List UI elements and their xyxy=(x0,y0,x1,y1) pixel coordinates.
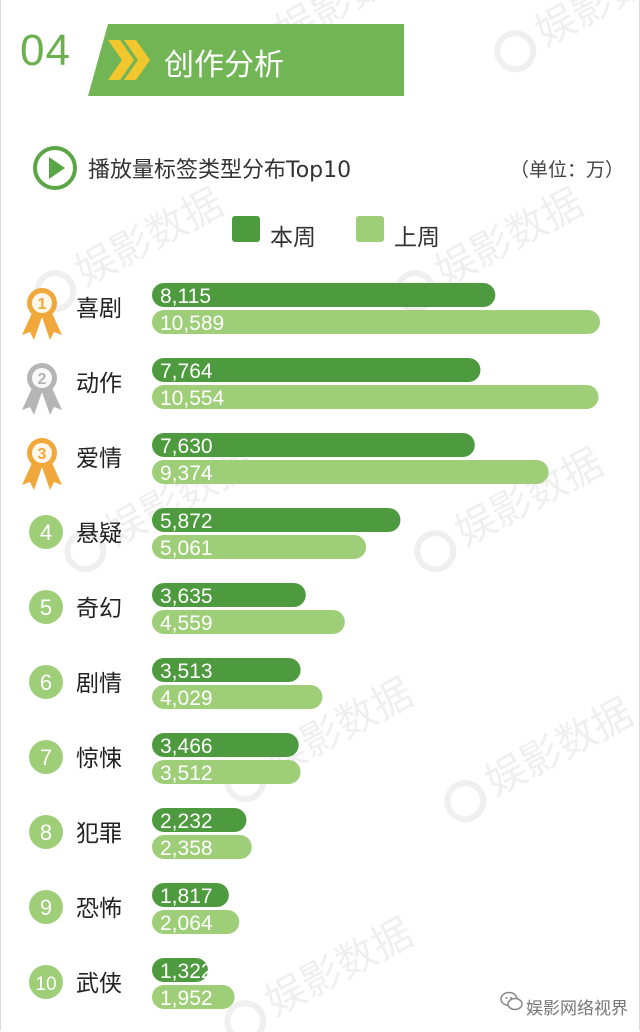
bar-previous xyxy=(152,460,549,484)
value-label-current: 3,513 xyxy=(160,660,213,683)
bar-group-9: 9 恐怖 1,817 2,064 xyxy=(29,883,240,935)
rank-number: 2 xyxy=(38,371,47,388)
rank-number: 9 xyxy=(40,895,52,920)
bar-current xyxy=(152,508,401,532)
bar-group-10: 10 武侠 1,322 1,952 xyxy=(29,958,235,1010)
rank-circle xyxy=(29,515,63,549)
category-label: 爱情 xyxy=(76,446,122,472)
bar-current xyxy=(152,883,229,907)
bar-previous xyxy=(152,610,345,634)
rank-medal-icon: 3 xyxy=(22,438,62,490)
bar-current xyxy=(152,583,306,607)
unit-label: （单位：万） xyxy=(510,159,625,181)
legend-swatch-current xyxy=(232,216,260,242)
bar-current xyxy=(152,808,247,832)
bar-previous xyxy=(152,385,599,409)
category-label: 恐怖 xyxy=(76,896,122,922)
bar-group-3: 3 爱情 7,630 9,374 xyxy=(22,433,549,490)
value-label-current: 5,872 xyxy=(160,510,213,533)
rank-number: 8 xyxy=(40,820,52,845)
bar-previous xyxy=(152,535,367,559)
category-label: 武侠 xyxy=(76,971,122,997)
value-label-current: 7,630 xyxy=(160,435,213,458)
rank-number: 5 xyxy=(40,595,52,620)
bar-previous xyxy=(152,910,240,934)
value-label-current: 8,115 xyxy=(160,285,211,308)
value-label-current: 3,466 xyxy=(160,735,213,758)
rank-circle xyxy=(29,665,63,699)
footer-account: 娱影网络视界 xyxy=(526,999,628,1019)
value-label-previous: 5,061 xyxy=(160,537,213,560)
bar-current xyxy=(152,433,475,457)
category-label: 惊悚 xyxy=(76,746,122,772)
double-chevron-icon xyxy=(108,40,150,80)
rank-circle xyxy=(29,890,63,924)
rank-number: 10 xyxy=(35,974,56,995)
bar-previous xyxy=(152,310,600,334)
rank-number: 4 xyxy=(40,520,52,545)
value-label-previous: 3,512 xyxy=(160,762,213,785)
value-label-previous: 4,029 xyxy=(160,687,213,710)
legend-label-previous: 上周 xyxy=(394,225,440,251)
bar-group-5: 5 奇幻 3,635 4,559 xyxy=(29,583,345,635)
value-label-current: 7,764 xyxy=(160,360,213,383)
bar-group-6: 6 剧情 3,513 4,029 xyxy=(29,658,323,710)
category-label: 动作 xyxy=(76,371,122,397)
value-label-previous: 1,952 xyxy=(160,987,213,1010)
value-label-previous: 2,358 xyxy=(160,837,213,860)
category-label: 剧情 xyxy=(76,671,122,697)
legend-swatch-previous xyxy=(356,216,384,242)
category-label: 悬疑 xyxy=(76,521,122,547)
rank-medal-icon: 2 xyxy=(22,363,62,415)
section-header-notch xyxy=(88,24,108,96)
rank-medal-icon: 1 xyxy=(22,288,62,340)
value-label-previous: 9,374 xyxy=(160,462,213,485)
bar-previous xyxy=(152,835,252,859)
value-label-current: 1,817 xyxy=(160,885,213,908)
bar-current xyxy=(152,733,299,757)
rank-circle xyxy=(29,815,63,849)
rank-number: 1 xyxy=(38,296,47,313)
value-label-previous: 10,589 xyxy=(160,312,224,335)
chart-title: 播放量标签类型分布Top10 xyxy=(88,158,352,183)
rank-circle xyxy=(29,965,63,999)
value-label-previous: 2,064 xyxy=(160,912,213,935)
play-icon xyxy=(33,146,77,190)
value-label-current: 2,232 xyxy=(160,810,213,833)
rank-number: 6 xyxy=(40,670,52,695)
bar-current xyxy=(152,658,301,682)
section-title: 创作分析 xyxy=(164,48,284,83)
bar-group-1: 1 喜剧 8,115 10,589 xyxy=(22,283,600,340)
legend-label-current: 本周 xyxy=(270,225,316,251)
category-label: 犯罪 xyxy=(76,821,122,847)
value-label-previous: 10,554 xyxy=(160,387,225,410)
bar-previous xyxy=(152,985,235,1009)
bar-previous xyxy=(152,760,301,784)
bar-current xyxy=(152,958,208,982)
value-label-current: 3,635 xyxy=(160,585,213,608)
section-number: 04 xyxy=(20,26,71,75)
bar-previous xyxy=(152,685,323,709)
bar-current xyxy=(152,358,481,382)
rank-number: 3 xyxy=(38,446,47,463)
value-label-previous: 4,559 xyxy=(160,612,213,635)
bar-group-8: 8 犯罪 2,232 2,358 xyxy=(29,808,252,860)
bar-group-7: 7 惊悚 3,466 3,512 xyxy=(29,733,301,785)
rank-circle xyxy=(29,740,63,774)
wechat-icon xyxy=(500,991,523,1011)
rank-circle xyxy=(29,590,63,624)
bar-group-4: 4 悬疑 5,872 5,061 xyxy=(29,508,401,560)
bar-group-2: 2 动作 7,764 10,554 xyxy=(22,358,599,415)
value-label-current: 1,322 xyxy=(160,960,213,983)
rank-number: 7 xyxy=(40,745,52,770)
bar-current xyxy=(152,283,496,307)
category-label: 喜剧 xyxy=(76,296,122,322)
category-label: 奇幻 xyxy=(76,596,122,622)
